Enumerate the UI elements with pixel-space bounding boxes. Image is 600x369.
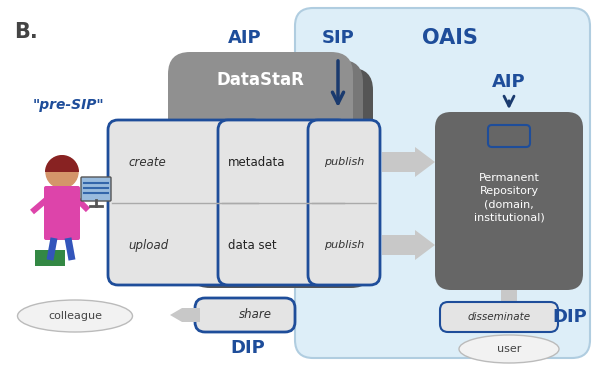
Text: "pre-SIP": "pre-SIP": [32, 98, 104, 112]
Text: AIP: AIP: [228, 29, 262, 47]
Text: OAIS: OAIS: [422, 28, 478, 48]
FancyBboxPatch shape: [308, 120, 380, 285]
Text: share: share: [239, 308, 271, 321]
FancyBboxPatch shape: [44, 186, 80, 240]
Ellipse shape: [17, 300, 133, 332]
FancyBboxPatch shape: [440, 302, 558, 332]
FancyArrow shape: [35, 250, 65, 266]
Text: B.: B.: [14, 22, 38, 42]
FancyArrow shape: [76, 198, 90, 212]
Text: AIP: AIP: [492, 73, 526, 91]
Text: publish: publish: [324, 240, 364, 250]
Text: DIP: DIP: [553, 308, 587, 326]
Text: create: create: [128, 155, 166, 169]
FancyBboxPatch shape: [81, 177, 111, 201]
Text: Permanent
Repository
(domain,
institutional): Permanent Repository (domain, institutio…: [473, 173, 544, 223]
Text: DIP: DIP: [230, 339, 265, 357]
Bar: [382, 235, 415, 255]
FancyArrow shape: [501, 290, 517, 330]
FancyArrow shape: [47, 237, 58, 261]
FancyArrow shape: [65, 237, 76, 261]
FancyBboxPatch shape: [168, 52, 353, 272]
FancyBboxPatch shape: [188, 68, 373, 288]
FancyArrow shape: [170, 308, 200, 322]
FancyBboxPatch shape: [178, 60, 363, 280]
FancyBboxPatch shape: [108, 120, 263, 285]
Text: SIP: SIP: [322, 29, 355, 47]
FancyBboxPatch shape: [295, 8, 590, 358]
FancyBboxPatch shape: [218, 120, 348, 285]
Circle shape: [46, 156, 78, 188]
FancyBboxPatch shape: [435, 112, 583, 290]
FancyBboxPatch shape: [195, 298, 295, 332]
Text: metadata: metadata: [228, 155, 286, 169]
FancyArrow shape: [30, 198, 48, 214]
Ellipse shape: [459, 335, 559, 363]
Text: disseminate: disseminate: [467, 312, 530, 322]
Polygon shape: [415, 147, 435, 177]
FancyBboxPatch shape: [488, 125, 530, 147]
Text: colleague: colleague: [48, 311, 102, 321]
Text: publish: publish: [324, 157, 364, 167]
Polygon shape: [415, 230, 435, 260]
Text: upload: upload: [128, 238, 168, 252]
Wedge shape: [45, 155, 79, 172]
Text: user: user: [497, 344, 521, 354]
Bar: [382, 152, 415, 172]
Text: DataStaR: DataStaR: [216, 71, 304, 89]
Text: data set: data set: [228, 238, 277, 252]
